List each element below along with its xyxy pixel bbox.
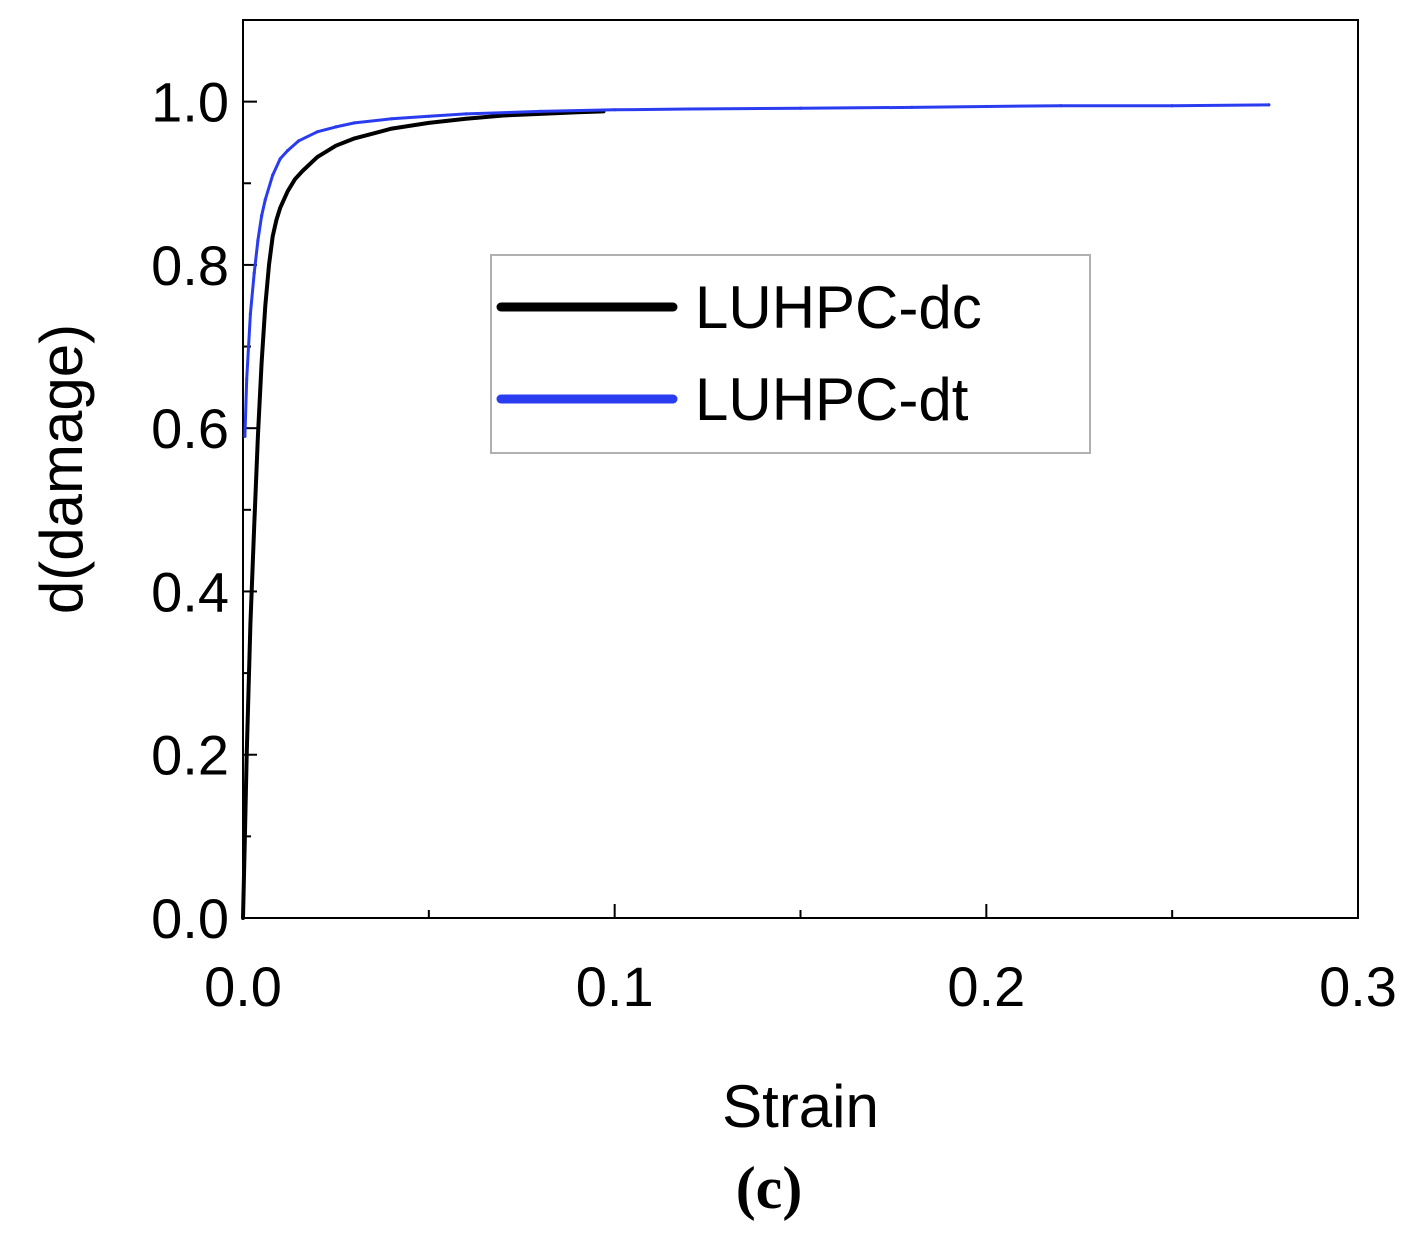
y-axis-ticks: 0.0 0.2 0.4 0.6 0.8 1.0 <box>151 19 257 950</box>
data-point <box>286 149 290 153</box>
data-point <box>315 155 319 159</box>
legend-box <box>490 254 1091 454</box>
data-point <box>1170 104 1174 108</box>
data-point <box>256 434 260 438</box>
data-point <box>271 173 275 177</box>
data-point <box>252 271 256 275</box>
plot-border <box>242 19 1359 919</box>
y-tick-label: 1.0 <box>151 71 229 134</box>
data-point <box>538 112 542 116</box>
y-tick-label: 0.0 <box>151 887 229 950</box>
data-point <box>278 206 282 210</box>
data-point <box>241 916 245 920</box>
data-point <box>256 238 260 242</box>
y-tick-label: 0.2 <box>151 724 229 787</box>
data-point <box>1267 103 1271 107</box>
data-point <box>293 177 297 181</box>
y-tick-label: 0.6 <box>151 397 229 460</box>
series-layer <box>241 103 1271 920</box>
data-point <box>613 108 617 112</box>
legend-label: LUHPC-dc <box>695 274 982 341</box>
data-point <box>297 139 301 143</box>
data-point <box>248 622 252 626</box>
data-point <box>263 304 267 308</box>
x-tick-label: 0.0 <box>204 955 282 1018</box>
data-point <box>260 361 264 365</box>
data-point <box>910 105 914 109</box>
x-tick-label: 0.2 <box>947 955 1025 1018</box>
data-point <box>798 106 803 110</box>
data-point <box>252 524 256 528</box>
y-tick-label: 0.8 <box>151 234 229 297</box>
data-point <box>427 114 431 118</box>
data-point <box>984 104 988 109</box>
y-axis-title: d(damage) <box>28 324 95 614</box>
legend: LUHPC-dc LUHPC-dt <box>490 254 1091 454</box>
data-point <box>464 117 468 121</box>
data-point <box>687 107 691 111</box>
data-point <box>427 121 431 125</box>
y-tick-label: 0.4 <box>151 560 229 623</box>
data-point <box>271 234 275 238</box>
data-point <box>352 136 357 140</box>
data-point <box>334 125 338 129</box>
data-point <box>390 127 394 131</box>
data-point <box>263 198 267 202</box>
x-tick-label: 0.1 <box>576 955 654 1018</box>
data-point <box>248 312 252 316</box>
data-point <box>245 753 249 757</box>
legend-label: LUHPC-dt <box>695 366 969 433</box>
data-point <box>243 434 247 438</box>
data-point <box>300 169 305 173</box>
data-point <box>267 263 271 267</box>
plot-frame <box>242 19 1359 919</box>
data-point <box>538 109 542 113</box>
data-point <box>245 377 249 381</box>
data-point <box>334 144 338 148</box>
series-line-dc <box>241 109 606 920</box>
data-point <box>260 214 264 218</box>
data-point <box>464 112 468 116</box>
data-point <box>390 117 394 121</box>
data-point <box>315 130 319 134</box>
series-line-dt <box>243 103 1271 438</box>
x-axis-ticks: 0.0 0.1 0.2 0.3 <box>204 904 1397 1018</box>
data-point <box>243 834 247 839</box>
data-point <box>286 189 290 193</box>
x-axis-title: Strain <box>722 1073 879 1140</box>
data-point <box>1059 104 1063 108</box>
data-point <box>274 218 278 222</box>
data-point <box>501 113 505 118</box>
data-point <box>352 121 357 125</box>
figure-caption: (c) <box>736 1155 803 1221</box>
x-tick-label: 0.3 <box>1319 955 1397 1018</box>
data-point <box>278 157 282 161</box>
